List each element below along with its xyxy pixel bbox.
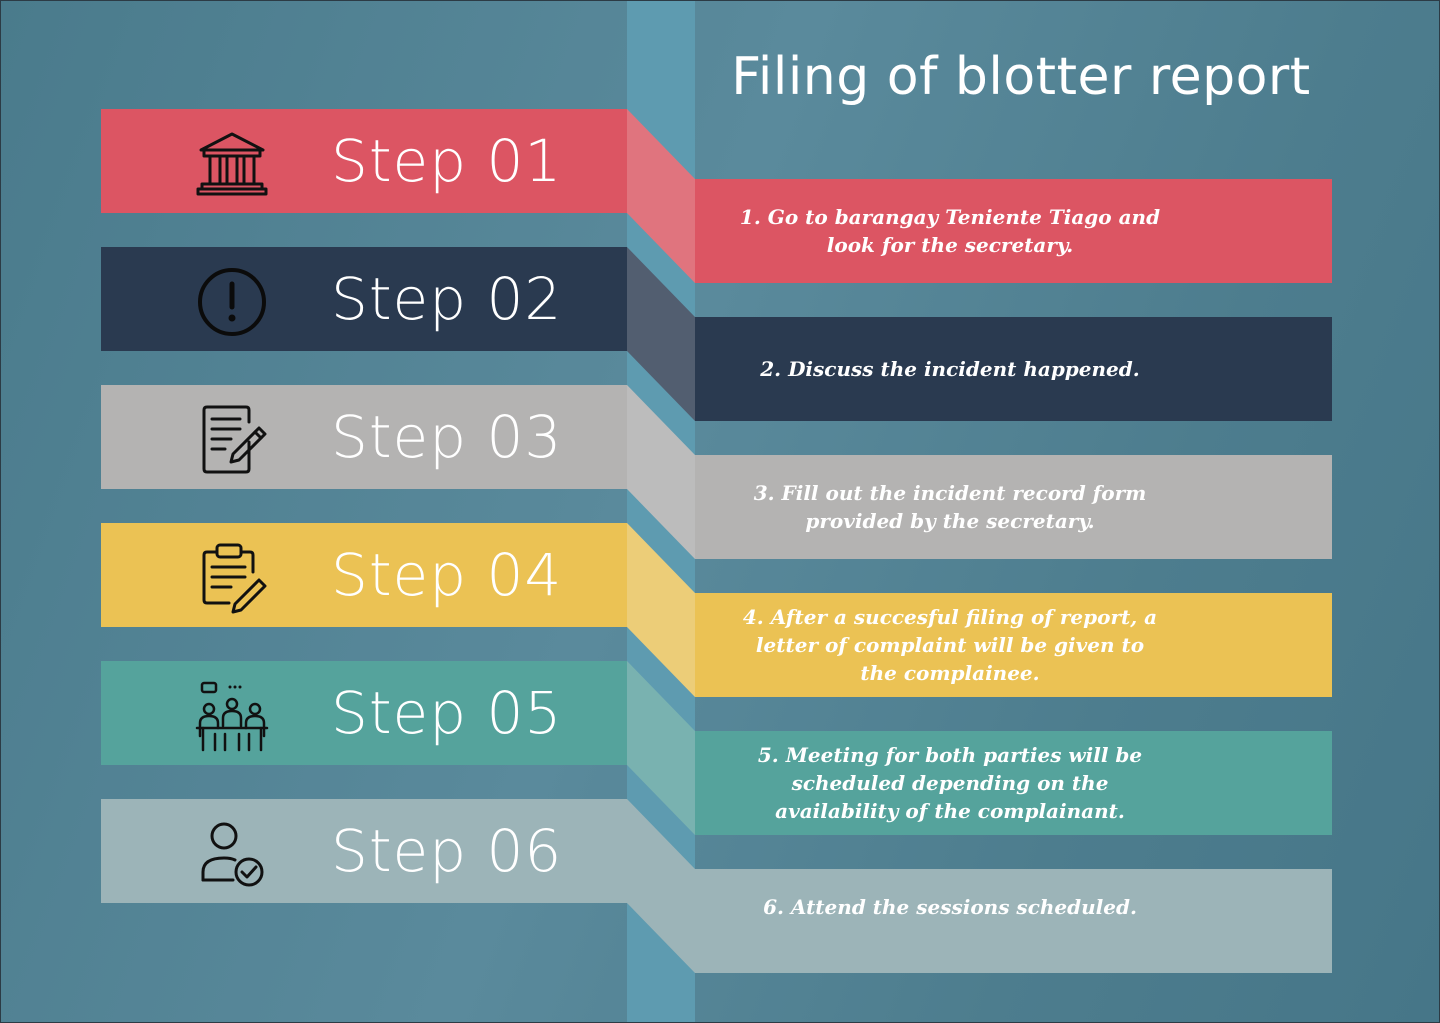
fold-3 [627, 385, 695, 559]
step-text: 2. Discuss the incident happened. [760, 357, 1140, 381]
step-description-05: 5. Meeting for both parties will be sche… [695, 731, 1332, 835]
fold-6 [627, 799, 695, 973]
clipboard-pen-icon [202, 543, 267, 614]
meeting-people-icon [195, 681, 269, 752]
step-description-02: 2. Discuss the incident happened. [695, 317, 1332, 421]
fold-4 [627, 523, 695, 697]
step-banner-05: Step 05 [101, 661, 627, 765]
step-description-01: 1. Go to barangay Teniente Tiago and loo… [695, 179, 1332, 283]
step-label: Step 03 [331, 403, 563, 471]
step-text: 1. Go to barangay Teniente Tiago and loo… [739, 205, 1161, 257]
step-banner-04: Step 04 [101, 523, 627, 627]
step-label: Step 02 [331, 265, 563, 333]
step-text: 4. After a succesful filing of report, a… [742, 605, 1158, 685]
fold-2 [627, 247, 695, 421]
fold-1 [627, 109, 695, 283]
step-label: Step 06 [331, 817, 563, 885]
bank-building-icon [196, 132, 268, 196]
step-banner-03: Step 03 [101, 385, 627, 489]
fold-5 [627, 661, 695, 835]
step-label: Step 01 [331, 127, 563, 195]
step-label: Step 04 [331, 541, 563, 609]
step-text: 5. Meeting for both parties will be sche… [757, 743, 1143, 823]
document-pen-icon [202, 405, 267, 474]
step-banner-01: Step 01 [101, 109, 627, 213]
user-check-icon [201, 822, 264, 887]
step-description-06: 6. Attend the sessions scheduled. [695, 869, 1332, 973]
step-banner-06: Step 06 [101, 799, 627, 903]
step-text: 3. Fill out the incident record form pro… [753, 481, 1147, 533]
step-text: 6. Attend the sessions scheduled. [763, 895, 1137, 919]
step-description-04: 4. After a succesful filing of report, a… [695, 593, 1332, 697]
step-description-03: 3. Fill out the incident record form pro… [695, 455, 1332, 559]
page-title: Filing of blotter report [731, 47, 1311, 107]
exclamation-circle-icon [198, 268, 266, 336]
step-banner-02: Step 02 [101, 247, 627, 351]
step-label: Step 05 [331, 679, 563, 747]
